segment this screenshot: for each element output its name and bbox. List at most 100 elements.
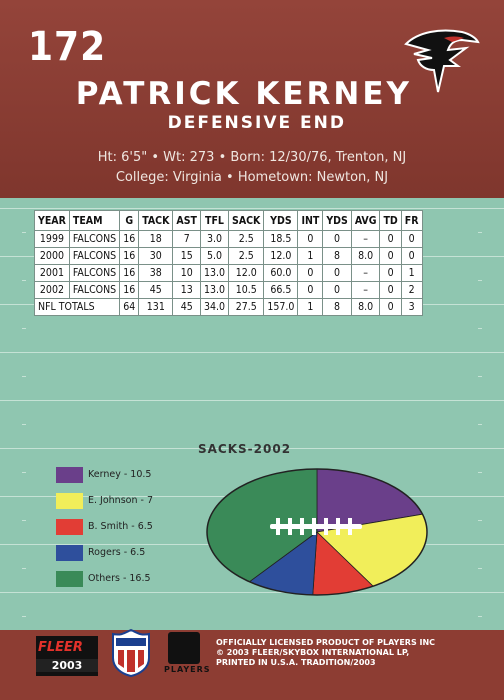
falcons-logo-icon <box>404 29 480 93</box>
stats-total-cell: 0 <box>379 298 402 316</box>
hash-mark <box>22 232 26 233</box>
stats-cell: 0 <box>297 264 324 282</box>
stats-cell: 30 <box>138 247 174 265</box>
pie-slice-others <box>207 469 318 595</box>
stats-cell: 1 <box>400 264 423 282</box>
header-panel <box>0 0 504 198</box>
stats-cell: 0 <box>379 247 402 265</box>
stats-cell: 16 <box>119 264 140 282</box>
players-inc-icon: PLAYERS <box>162 630 211 676</box>
legend-swatch <box>56 571 83 587</box>
bio-line-2: College: Virginia • Hometown: Newton, NJ <box>115 170 389 185</box>
stats-total-cell: 131 <box>138 298 174 316</box>
legend-swatch <box>56 519 83 535</box>
stats-cell: 16 <box>119 247 140 265</box>
stats-total-cell: 157.0 <box>263 298 299 316</box>
legend-label: Others - 16.5 <box>88 573 151 584</box>
nfl-shield-icon <box>112 628 150 678</box>
hash-mark <box>22 568 26 569</box>
hash-mark <box>22 424 26 425</box>
stats-header-cell: AST <box>172 210 201 231</box>
bio-line-1: Ht: 6'5" • Wt: 273 • Born: 12/30/76, Tre… <box>97 150 407 165</box>
legal-line-1: OFFICIALLY LICENSED PRODUCT OF PLAYERS I… <box>216 638 436 647</box>
stats-header-cell: YEAR <box>34 210 70 231</box>
stats-header-cell: G <box>119 210 140 231</box>
stats-cell: – <box>350 230 381 248</box>
stats-cell: 7 <box>172 230 201 248</box>
stats-totals-row: NFL TOTALS 64 131 45 34.0 27.5 157.0 1 8 8.0 0 3 <box>33 298 423 316</box>
hash-mark <box>478 520 482 521</box>
player-position: DEFENSIVE END <box>167 113 346 133</box>
hash-mark <box>478 376 482 377</box>
hash-mark <box>22 616 26 617</box>
stats-cell: 15 <box>172 247 201 265</box>
stats-total-cell: 8 <box>322 298 352 316</box>
stats-row: 1999 FALCONS 16 18 7 3.0 2.5 18.5 0 0–0 0 <box>34 230 423 248</box>
stats-cell: 13 <box>172 281 201 299</box>
stats-header-cell: TFL <box>199 210 230 231</box>
stats-cell: 38 <box>138 264 174 282</box>
football-pie-chart <box>206 468 428 596</box>
hash-mark <box>22 472 26 473</box>
stats-cell: 0 <box>297 281 324 299</box>
stats-cell: 0 <box>379 230 402 248</box>
stats-cell: 0 <box>322 281 352 299</box>
hash-mark <box>478 424 482 425</box>
hash-mark <box>478 280 482 281</box>
legal-line-3: PRINTED IN U.S.A. TRADITION/2003 <box>216 658 376 667</box>
stats-cell: 0 <box>322 264 352 282</box>
stats-header-cell: FR <box>400 210 423 231</box>
players-text: PLAYERS <box>164 665 211 674</box>
stats-row: 2002 FALCONS 16 45 13 13.0 10.5 66.5 0 0–0 2 <box>34 281 423 299</box>
stats-total-cell: 1 <box>297 298 324 316</box>
stats-cell: 18.5 <box>263 230 299 248</box>
stats-cell: 2.5 <box>228 230 265 248</box>
stats-cell: 8 <box>322 247 352 265</box>
stats-cell: FALCONS <box>68 264 121 282</box>
legend-label: Kerney - 10.5 <box>88 469 152 480</box>
stats-total-cell: 45 <box>172 298 201 316</box>
yard-line <box>0 208 504 209</box>
stats-total-cell: 3 <box>400 298 423 316</box>
stats-cell: 0 <box>379 264 402 282</box>
stats-cell: 2002 <box>34 281 70 299</box>
stats-cell: 60.0 <box>263 264 299 282</box>
hash-mark <box>478 568 482 569</box>
stats-cell: 12.0 <box>228 264 265 282</box>
stats-cell: 2000 <box>34 247 70 265</box>
hash-mark <box>22 328 26 329</box>
legend-swatch <box>56 493 83 509</box>
hash-mark <box>22 520 26 521</box>
legal-text: OFFICIALLY LICENSED PRODUCT OF PLAYERS I… <box>216 638 435 668</box>
stats-header-cell: TACK <box>138 210 174 231</box>
legend-label: E. Johnson - 7 <box>88 495 153 506</box>
stats-header-cell: INT <box>297 210 324 231</box>
hash-mark <box>22 376 26 377</box>
hash-mark <box>478 616 482 617</box>
stats-header-cell: YDS <box>263 210 299 231</box>
stats-cell: 12.0 <box>263 247 299 265</box>
stats-cell: 2 <box>400 281 423 299</box>
players-logo-box <box>168 632 200 664</box>
stats-total-cell: 8.0 <box>350 298 381 316</box>
fleer-logo-icon: FLEER 2003 <box>36 636 98 676</box>
stats-cell: 2.5 <box>228 247 265 265</box>
stats-cell: 0 <box>322 230 352 248</box>
pie-slice-rogers <box>207 531 318 595</box>
stats-header-cell: AVG <box>350 210 381 231</box>
chart-title: SACKS-2002 <box>198 442 292 456</box>
stats-cell: 1999 <box>34 230 70 248</box>
stats-cell: 8.0 <box>350 247 381 265</box>
stats-total-cell: 64 <box>119 298 140 316</box>
player-name: PATRICK KERNEY <box>75 76 412 112</box>
stats-total-cell: 34.0 <box>199 298 230 316</box>
stats-cell: 3.0 <box>199 230 230 248</box>
hash-mark <box>22 280 26 281</box>
pie-slice-e-johnson <box>316 504 427 595</box>
pie-slice-b-smith <box>305 531 427 595</box>
stats-cell: 16 <box>119 230 140 248</box>
hash-mark <box>478 328 482 329</box>
yard-line <box>0 448 504 449</box>
stats-cell: 13.0 <box>199 281 230 299</box>
stats-row: 2001 FALCONS 16 38 10 13.0 12.0 60.0 0 0–0 1 <box>34 264 423 282</box>
